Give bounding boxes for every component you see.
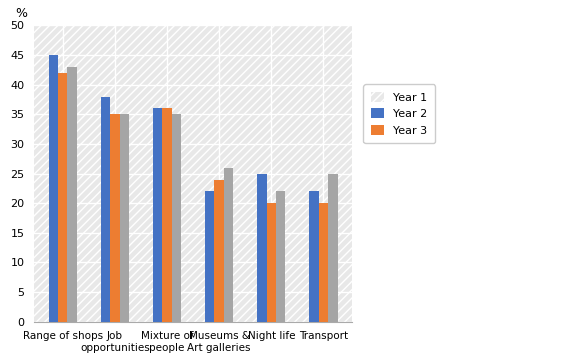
- Bar: [309, 192, 319, 322]
- Bar: [205, 192, 214, 322]
- Bar: [110, 114, 120, 322]
- Bar: [172, 114, 181, 322]
- Bar: [276, 192, 285, 322]
- Bar: [267, 203, 276, 322]
- Bar: [224, 168, 233, 322]
- Bar: [153, 108, 162, 322]
- Bar: [101, 96, 110, 322]
- Bar: [120, 114, 129, 322]
- Bar: [34, 26, 352, 322]
- Bar: [49, 55, 58, 322]
- Bar: [257, 174, 267, 322]
- Bar: [319, 203, 328, 322]
- Bar: [328, 174, 338, 322]
- Legend: Year 1, Year 2, Year 3: Year 1, Year 2, Year 3: [363, 84, 435, 143]
- Text: %: %: [15, 6, 27, 19]
- Bar: [162, 108, 172, 322]
- Bar: [214, 180, 224, 322]
- Bar: [58, 73, 67, 322]
- Bar: [67, 67, 77, 322]
